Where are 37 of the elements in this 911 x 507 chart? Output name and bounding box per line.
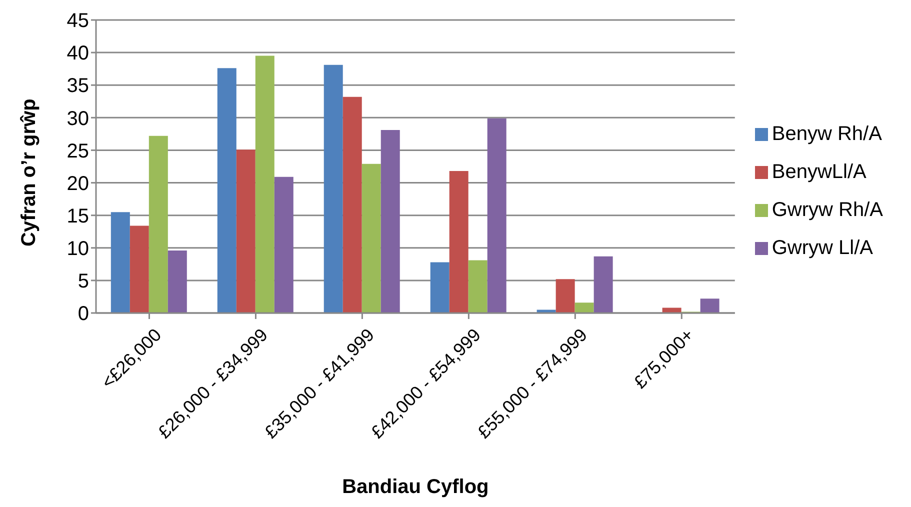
bar [130,226,149,313]
legend-label: Gwryw Rh/A [772,198,883,220]
bar [487,118,506,313]
bar [236,150,256,313]
bar [380,130,400,313]
y-axis-title: Cyfran o’r grŵp [18,98,40,246]
y-tick-label: 10 [66,238,89,260]
bar [556,279,575,313]
bar [274,176,294,313]
y-tick-label: 0 [78,303,89,326]
bar [594,256,613,313]
bar [217,68,236,313]
bar [430,262,450,313]
bar [255,56,274,313]
legend-label: Gwryw Ll/A [772,236,873,258]
y-tick-label: 40 [66,42,89,65]
bar [574,302,594,313]
y-tick-label: 15 [66,205,89,228]
bar [700,298,720,313]
bar [342,96,362,313]
bar [324,64,343,313]
y-tick-label: 25 [66,140,89,162]
legend-label: BenywLl/A [772,160,866,182]
bar [168,250,187,313]
y-tick-label: 35 [66,75,89,98]
legend-label: Benyw Rh/A [772,122,882,144]
y-tick-label: 30 [66,108,89,130]
y-tick-label: 5 [78,270,89,293]
bar [110,212,130,313]
y-tick-label: 20 [66,172,89,195]
y-tick-label: 45 [66,10,89,32]
bar [468,260,488,313]
x-axis-title: Bandiau Cyflog [342,476,489,498]
bar [536,310,556,313]
bar [362,164,381,313]
bar [449,171,468,313]
bar [148,136,168,313]
